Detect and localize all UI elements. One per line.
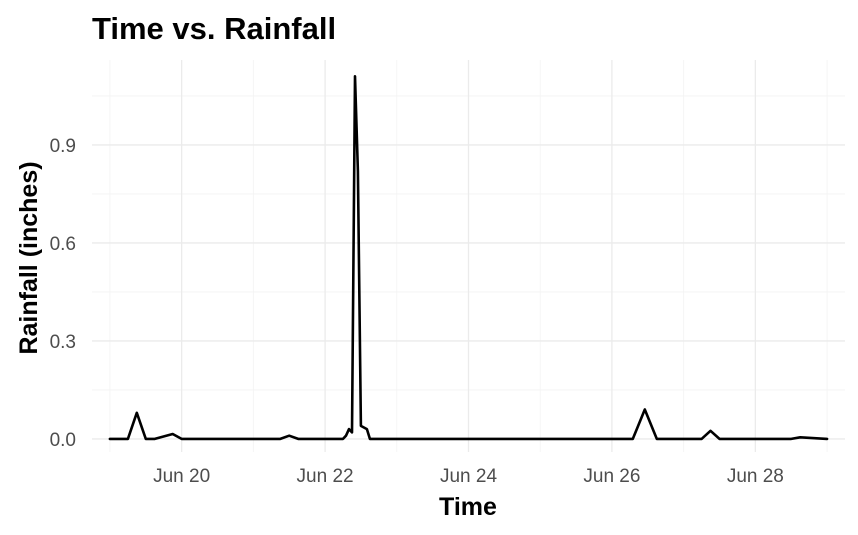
x-axis-title: Time: [439, 493, 497, 521]
major-gridlines: [92, 60, 845, 452]
y-tick-label: 0.9: [50, 136, 76, 157]
x-tick-label: Jun 20: [153, 466, 210, 487]
y-tick-label: 0.3: [50, 332, 76, 353]
y-axis-tick-labels: 0.0 0.3 0.6 0.9: [50, 136, 76, 451]
y-tick-label: 0.6: [50, 234, 76, 255]
y-tick-label: 0.0: [50, 430, 76, 451]
x-tick-label: Jun 24: [440, 466, 497, 487]
rainfall-series-line: [108, 75, 829, 441]
y-axis-title: Rainfall (inches): [15, 161, 43, 354]
x-axis-tick-labels: Jun 20 Jun 22 Jun 24 Jun 26 Jun 28: [153, 466, 784, 487]
x-tick-label: Jun 22: [297, 466, 354, 487]
chart-title: Time vs. Rainfall: [92, 11, 336, 46]
x-tick-label: Jun 26: [583, 466, 640, 487]
x-tick-label: Jun 28: [727, 466, 784, 487]
